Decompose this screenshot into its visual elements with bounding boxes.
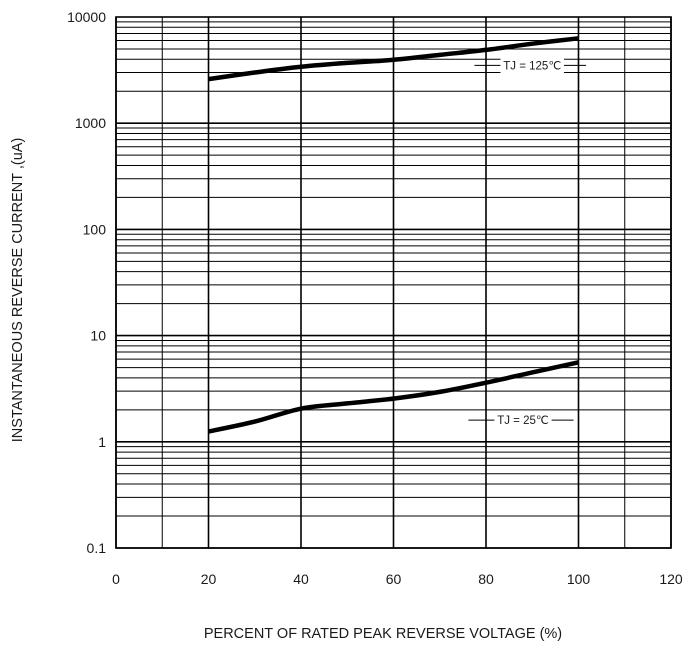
y-tick-labels: 0.1 1 10 100 1000 10000	[67, 9, 106, 556]
series-annotation: TJ = 25℃	[468, 412, 574, 429]
series-line-tj-125c	[208, 36, 579, 82]
plot-grid	[115, 17, 672, 549]
y-tick-label: 0.1	[87, 540, 107, 556]
x-tick-label: 120	[659, 571, 683, 587]
annotation-label: TJ = 25℃	[497, 415, 549, 427]
x-tick-label: 100	[567, 571, 591, 587]
series-line-tj-25c	[208, 360, 579, 434]
y-tick-label: 1000	[75, 115, 106, 131]
annotation-label: TJ = 125℃	[503, 60, 561, 72]
x-tick-label: 20	[201, 571, 217, 587]
y-tick-label: 1	[98, 434, 106, 450]
x-tick-label: 60	[386, 571, 402, 587]
y-tick-label: 10	[90, 328, 106, 344]
annotation-background	[494, 412, 552, 429]
series-annotation: TJ = 125℃	[474, 57, 587, 74]
annotation-layer: TJ = 125℃ TJ = 25℃	[468, 57, 587, 429]
series-layer	[208, 36, 579, 434]
y-tick-label: 10000	[67, 9, 106, 25]
x-tick-label: 80	[478, 571, 494, 587]
x-tick-labels: 0 20 40 60 80 100 120	[112, 571, 683, 587]
x-tick-label: 0	[112, 571, 120, 587]
y-tick-label: 100	[83, 221, 107, 237]
y-axis-label: INSTANTANEOUS REVERSE CURRENT ,(uA)	[10, 138, 26, 443]
x-tick-label: 40	[293, 571, 309, 587]
plot-frame	[115, 16, 672, 549]
annotation-background	[500, 57, 565, 74]
x-axis-label: PERCENT OF RATED PEAK REVERSE VOLTAGE (%…	[204, 626, 562, 642]
